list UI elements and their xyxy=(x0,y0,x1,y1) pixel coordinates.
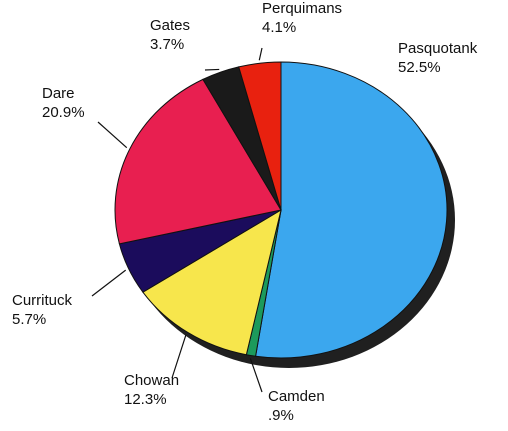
pie-slice xyxy=(254,61,448,359)
slice-label: Dare xyxy=(42,85,75,102)
pie-slice xyxy=(238,61,282,211)
leader-line xyxy=(258,47,263,61)
slice-value-label: 52.5% xyxy=(398,59,441,76)
slice-value-label: .9% xyxy=(268,407,294,424)
pie-slice xyxy=(142,208,282,356)
slice-value-label: 20.9% xyxy=(42,104,85,121)
pie-slice xyxy=(114,78,282,245)
slice-value-label: 5.7% xyxy=(12,311,46,328)
leader-line xyxy=(91,269,127,297)
slice-label: Gates xyxy=(150,17,190,34)
leader-line xyxy=(97,121,128,149)
slice-label: Chowan xyxy=(124,372,179,389)
slice-label: Camden xyxy=(268,388,325,405)
leader-line xyxy=(249,358,263,393)
slice-value-label: 4.1% xyxy=(262,19,296,36)
leader-line xyxy=(171,334,187,379)
slice-label: Currituck xyxy=(12,292,73,309)
slice-label: Pasquotank xyxy=(398,40,478,57)
slice-value-label: 3.7% xyxy=(150,36,184,53)
slice-label: Perquimans xyxy=(262,0,342,17)
slice-value-label: 12.3% xyxy=(124,391,167,408)
leader-line xyxy=(204,68,220,71)
